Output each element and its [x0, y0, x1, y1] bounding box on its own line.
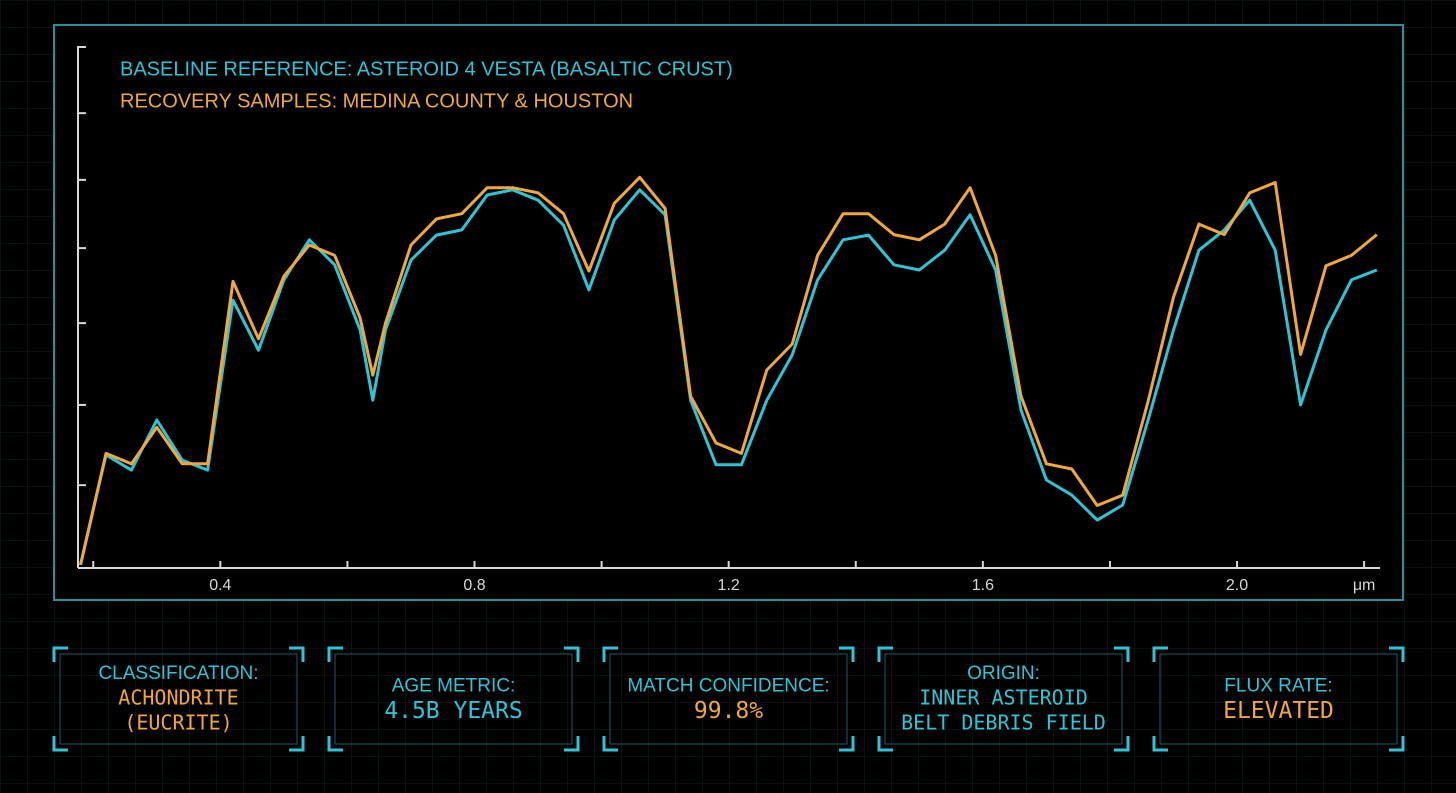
panel-corner [52, 736, 68, 752]
x-tick-label: 0.8 [463, 577, 485, 594]
panel-corner [877, 646, 893, 662]
panel-value: 4.5B YEARS [384, 698, 522, 724]
info-panel: MATCH CONFIDENCE:99.8% [602, 646, 855, 752]
panel-label: AGE METRIC: [392, 676, 516, 697]
panel-corner [327, 646, 343, 662]
panel-border [334, 653, 573, 745]
panel-label: MATCH CONFIDENCE: [627, 676, 829, 697]
panel-border [609, 653, 848, 745]
x-tick-label: 1.2 [718, 577, 740, 594]
x-tick-label: 1.6 [972, 577, 994, 594]
panel-corner [602, 736, 618, 752]
panel-border [59, 653, 298, 745]
legend-entry: BASELINE REFERENCE: ASTEROID 4 VESTA (BA… [120, 58, 733, 80]
panel-border [1159, 653, 1398, 745]
panel-corner [564, 646, 580, 662]
info-panel: FLUX RATE:ELEVATED [1152, 646, 1405, 752]
panel-label: FLUX RATE: [1224, 676, 1332, 697]
panel-corner [289, 646, 305, 662]
panel-corner [839, 736, 855, 752]
panel-corner [289, 736, 305, 752]
panel-value: BELT DEBRIS FIELD [901, 711, 1106, 735]
x-tick-label: 2.0 [1226, 577, 1248, 594]
panel-border [884, 653, 1123, 745]
panel-value: ACHONDRITE [118, 686, 238, 710]
panel-corner [564, 736, 580, 752]
panel-corner [1114, 736, 1130, 752]
panel-corner [602, 646, 618, 662]
panel-value: ELEVATED [1223, 698, 1334, 724]
panel-corner [1389, 736, 1405, 752]
info-panel: AGE METRIC:4.5B YEARS [327, 646, 580, 752]
x-tick-label: 0.4 [209, 577, 231, 594]
info-panel: CLASSIFICATION:ACHONDRITE(EUCRITE) [52, 646, 305, 752]
panel-corner [327, 736, 343, 752]
panel-corner [1389, 646, 1405, 662]
panel-corner [877, 736, 893, 752]
panel-corner [1152, 736, 1168, 752]
x-tick-label: μm [1353, 577, 1376, 594]
panel-corner [839, 646, 855, 662]
panel-corner [52, 646, 68, 662]
panel-value: 99.8% [694, 698, 763, 724]
panel-value: (EUCRITE) [124, 711, 232, 735]
panel-value: INNER ASTEROID [919, 686, 1088, 710]
panel-corner [1152, 646, 1168, 662]
legend-entry: RECOVERY SAMPLES: MEDINA COUNTY & HOUSTO… [120, 90, 633, 112]
y-axis [77, 46, 86, 568]
panel-corner [1114, 646, 1130, 662]
spectrum-line [79, 175, 1378, 566]
panel-label: ORIGIN: [967, 663, 1040, 684]
panel-label: CLASSIFICATION: [98, 663, 258, 684]
